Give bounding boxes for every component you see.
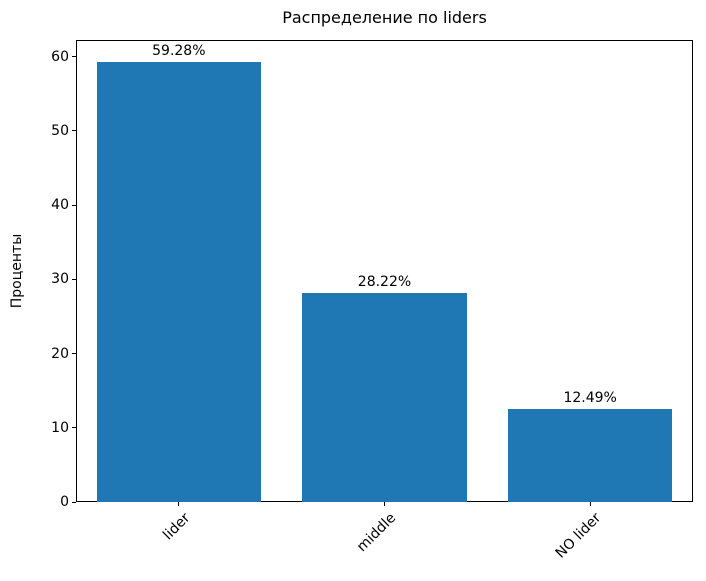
y-tick-label: 60 <box>51 48 69 65</box>
y-tick-label: 20 <box>51 345 69 362</box>
y-tick-label: 50 <box>51 122 69 139</box>
x-tick-label-no-lider: NO lider <box>552 510 605 562</box>
y-tick-mark <box>72 501 76 503</box>
y-tick-mark <box>72 353 76 355</box>
x-tick-mark <box>589 502 591 506</box>
y-tick-mark <box>72 56 76 58</box>
bar-lider <box>96 62 262 502</box>
bar-middle <box>302 292 467 502</box>
bar-value-label: 59.28% <box>152 43 206 59</box>
bar-no-lider <box>507 409 673 502</box>
bar-value-label: 28.22% <box>357 273 412 290</box>
y-tick-label: 40 <box>51 197 69 214</box>
y-tick-label: 10 <box>51 419 69 436</box>
x-tick-label-middle: middle <box>353 510 399 556</box>
y-tick-mark <box>72 278 76 280</box>
chart-title: Распределение по liders <box>282 8 487 27</box>
y-tick-mark <box>72 204 76 206</box>
x-tick-mark <box>384 502 385 506</box>
y-tick-mark <box>72 427 76 429</box>
x-tick-mark <box>178 502 180 506</box>
y-tick-mark <box>72 130 76 132</box>
x-tick-label-lider: lider <box>159 510 194 544</box>
y-tick-label: 0 <box>60 494 69 510</box>
y-tick-label: 30 <box>51 271 69 288</box>
bar-value-label: 12.49% <box>563 390 617 407</box>
